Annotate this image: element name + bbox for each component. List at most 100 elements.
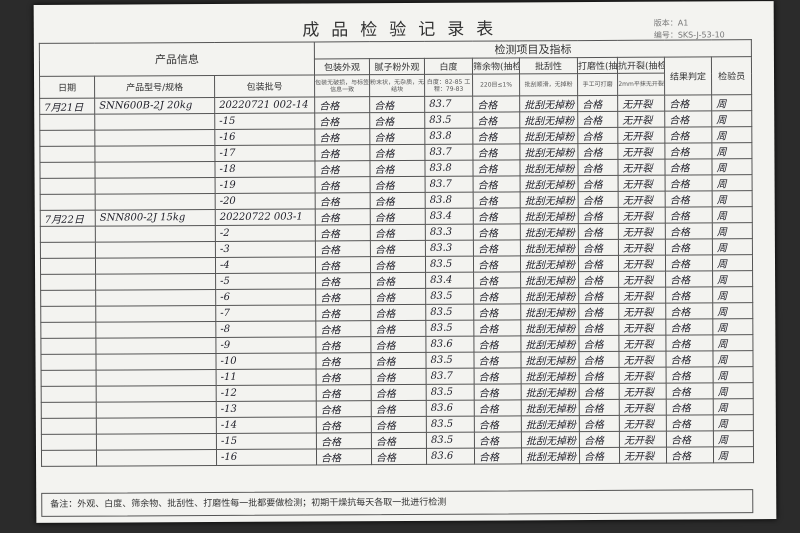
- table-cell: 合格: [666, 430, 714, 448]
- table-cell: [40, 242, 96, 259]
- table-cell: 无开裂: [617, 95, 665, 112]
- table-cell: 20220722 003-1: [215, 208, 316, 226]
- table-cell: 周: [713, 446, 754, 463]
- table-cell: 合格: [665, 334, 713, 352]
- table-cell: 合格: [473, 175, 521, 193]
- table-cell: 合格: [578, 207, 619, 224]
- table-cell: [95, 225, 216, 243]
- table-cell: 合格: [315, 256, 371, 273]
- table-cell: 83.5: [425, 288, 474, 305]
- table-cell: 合格: [666, 446, 714, 464]
- table-cell: -13: [216, 400, 317, 418]
- table-cell: 批刮无掉粉: [520, 335, 579, 352]
- table-cell: 合格: [472, 127, 520, 145]
- table-cell: [39, 146, 95, 163]
- column-header: 批刮性: [519, 57, 578, 74]
- table-cell: 周: [712, 318, 753, 335]
- table-cell: 合格: [473, 239, 521, 257]
- table-cell: 83.5: [426, 384, 475, 401]
- table-cell: [39, 130, 95, 147]
- table-cell: 合格: [472, 95, 520, 113]
- table-cell: 83.7: [425, 176, 474, 193]
- table-cell: [39, 162, 96, 179]
- table-cell: [95, 241, 216, 259]
- table-cell: 合格: [371, 432, 427, 449]
- table-cell: 周: [712, 174, 753, 191]
- paper-form: 成品检验记录表 版本：A1 编号：SKS-J-53-10 产品信息 检测项目及指标…: [33, 1, 777, 523]
- table-cell: SNN600B-2J 20kg: [94, 97, 215, 115]
- table-cell: 合格: [578, 239, 619, 256]
- table-cell: [94, 145, 215, 163]
- table-cell: [95, 177, 216, 195]
- table-cell: 合格: [579, 383, 620, 400]
- table-cell: 83.5: [426, 432, 475, 449]
- table-cell: 合格: [577, 95, 618, 112]
- table-cell: 83.5: [425, 320, 474, 337]
- table-cell: 83.5: [426, 416, 475, 433]
- table-cell: 合格: [474, 431, 522, 449]
- criterion: 2mm平抹无开裂: [617, 73, 665, 96]
- table-cell: 合格: [665, 174, 713, 192]
- table-cell: 合格: [578, 351, 620, 368]
- table-cell: -19: [215, 176, 316, 194]
- column-header: 结果判定: [664, 56, 712, 96]
- table-cell: 周: [713, 382, 754, 399]
- table-cell: 无开裂: [618, 175, 666, 192]
- table-cell: 83.6: [425, 336, 474, 353]
- table-cell: 批刮无掉粉: [520, 319, 579, 336]
- table-cell: 周: [712, 350, 754, 367]
- column-header: 日期: [39, 76, 95, 99]
- table-cell: 合格: [665, 302, 713, 320]
- table-cell: 合格: [665, 222, 713, 240]
- table-cell: 批刮无掉粉: [521, 431, 580, 448]
- table-cell: 批刮无掉粉: [519, 143, 578, 160]
- table-cell: 合格: [474, 383, 522, 401]
- table-cell: 合格: [474, 367, 522, 385]
- table-cell: 合格: [473, 191, 521, 209]
- table-cell: 合格: [665, 254, 713, 272]
- table-cell: -18: [214, 160, 316, 178]
- table-cell: 无开裂: [618, 351, 667, 368]
- table-cell: 合格: [369, 96, 425, 113]
- table-cell: 无开裂: [617, 159, 666, 176]
- table-cell: 合格: [314, 96, 370, 113]
- table-cell: 合格: [370, 240, 426, 257]
- table-cell: 合格: [665, 190, 713, 208]
- table-cell: 83.7: [424, 144, 473, 161]
- table-cell: [95, 193, 216, 211]
- table-cell: [39, 114, 95, 131]
- table-cell: 周: [711, 110, 752, 127]
- table-cell: 周: [711, 126, 752, 143]
- table-cell: 合格: [370, 336, 426, 353]
- column-header: 产品型号/规格: [94, 75, 215, 99]
- table-cell: 周: [712, 254, 753, 271]
- column-header: 包装外观: [314, 58, 370, 75]
- table-cell: 合格: [578, 287, 619, 304]
- table-cell: 合格: [316, 432, 372, 449]
- table-cell: 合格: [578, 223, 619, 240]
- table-cell: 83.5: [425, 256, 474, 273]
- table-cell: 批刮无掉粉: [520, 287, 579, 304]
- table-cell: 83.4: [425, 208, 474, 225]
- table-cell: -16: [214, 128, 315, 146]
- table-cell: 无开裂: [618, 303, 666, 320]
- table-cell: [95, 353, 217, 371]
- criterion: 包装无破损，与标签信息一致: [314, 74, 370, 97]
- table-cell: 83.7: [424, 96, 473, 113]
- table-cell: -10: [215, 352, 317, 370]
- table-cell: [94, 161, 216, 179]
- table-cell: [40, 258, 96, 275]
- table-cell: 合格: [371, 368, 427, 385]
- table-cell: [40, 338, 96, 355]
- table-cell: 无开裂: [619, 431, 667, 448]
- table-cell: 合格: [370, 192, 426, 209]
- table-cell: 合格: [369, 128, 425, 145]
- group-header: 产品信息: [39, 41, 315, 77]
- table-cell: 合格: [578, 271, 619, 288]
- table-cell: 合格: [665, 286, 713, 304]
- table-cell: 合格: [665, 318, 713, 336]
- table-cell: -7: [215, 304, 316, 322]
- table-cell: 合格: [314, 160, 371, 177]
- column-header: 筛余物(抽检): [472, 57, 520, 75]
- table-cell: [40, 226, 96, 243]
